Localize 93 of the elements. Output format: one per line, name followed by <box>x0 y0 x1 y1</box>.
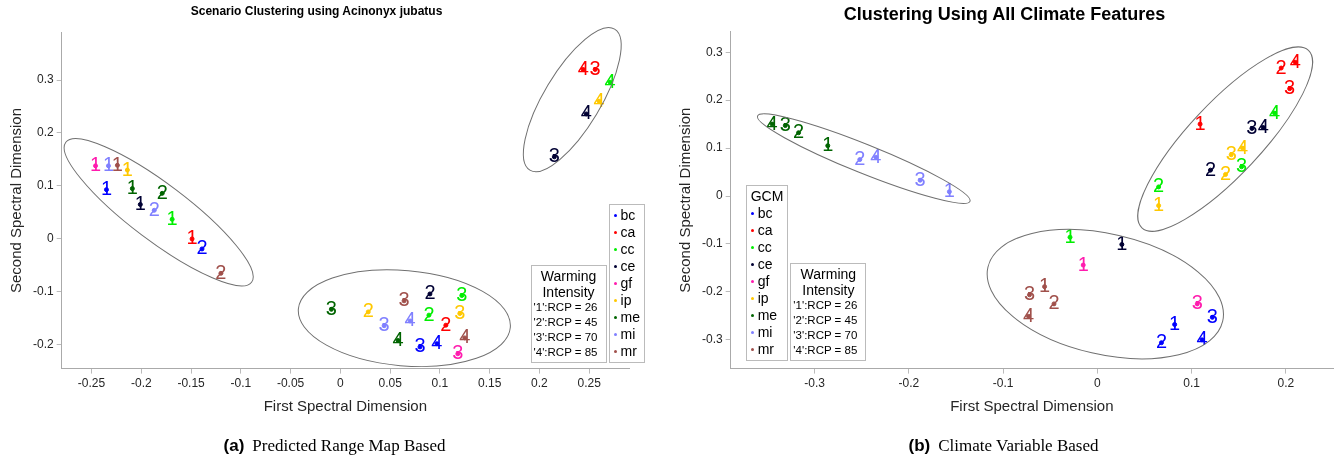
x-tick-label: 0.15 <box>477 376 502 391</box>
x-tick-label: -0.15 <box>177 376 206 391</box>
legend-label: mi <box>757 323 773 341</box>
annotation: '3':RCP = 70 <box>533 329 599 345</box>
x-axis-title: First Spectral Dimension <box>263 397 428 415</box>
annotation: 3 <box>1206 304 1218 327</box>
x-tick-label: 0.25 <box>577 376 602 391</box>
legend-label: gf <box>620 274 633 292</box>
x-tick-label: 0.1 <box>431 376 449 391</box>
annotation: 4 <box>577 56 589 79</box>
annotation: 4 <box>1196 327 1208 350</box>
y-tick-label: 0.1 <box>36 178 54 193</box>
annotation: '3':RCP = 70 <box>793 327 859 343</box>
annotation: 3 <box>378 313 390 336</box>
legend-label: ip <box>757 289 769 307</box>
x-tick-label: 0.2 <box>1277 376 1295 391</box>
annotation: Warming Intensity <box>539 267 598 300</box>
x-tick-label: 0.2 <box>531 376 549 391</box>
annotation: 4 <box>580 101 592 124</box>
x-axis-title: First Spectral Dimension <box>950 397 1114 415</box>
legend-label: cc <box>757 238 772 256</box>
annotation: 3 <box>398 288 410 311</box>
y-axis-title: Second Spectral Dimension <box>676 107 694 293</box>
annotation: 4 <box>604 69 616 92</box>
x-tick-label: -0.2 <box>898 376 920 391</box>
annotation: 4 <box>431 331 443 354</box>
annotation: '4':RCP = 85 <box>793 342 859 358</box>
x-tick-label: -0.1 <box>992 376 1014 391</box>
annotation: 3 <box>325 296 337 319</box>
y-tick-label: 0 <box>46 231 54 246</box>
y-tick-label: 0.3 <box>705 44 723 59</box>
x-tick-label: -0.3 <box>804 376 826 391</box>
annotation: 3 <box>452 341 464 364</box>
y-tick-label: -0.3 <box>701 332 723 347</box>
legend-label: me <box>620 308 640 326</box>
annotation: 4 <box>1022 303 1035 326</box>
x-tick-label: 0 <box>1094 376 1102 391</box>
x-tick-label: -0.1 <box>230 376 252 391</box>
annotation: 3 <box>1225 142 1237 165</box>
y-axis-title: Second Spectral Dimension <box>7 107 25 294</box>
annotation: '1':RCP = 26 <box>533 300 599 315</box>
y-tick-label: -0.2 <box>701 284 723 299</box>
chart-title: Clustering Using All Climate Features <box>843 3 1166 24</box>
legend-label: ip <box>620 291 632 309</box>
y-tick-label: 0.1 <box>705 140 723 155</box>
annotation: 3 <box>1023 282 1036 305</box>
legend-label: ce <box>620 257 636 275</box>
x-tick-label: 0.1 <box>1183 376 1201 391</box>
annotation: Warming Intensity <box>799 265 858 298</box>
annotation: '4':RCP = 85 <box>533 344 599 360</box>
legend-label: ca <box>620 223 636 241</box>
annotation: 3 <box>1284 76 1296 99</box>
x-tick-label: -0.25 <box>77 376 106 391</box>
y-tick-label: -0.1 <box>701 236 723 251</box>
y-tick-label: 0 <box>715 188 723 203</box>
x-tick-label: -0.05 <box>276 376 305 391</box>
text: (b) Climate Variable Based <box>908 436 1099 455</box>
annotation: '2':RCP = 45 <box>793 312 859 328</box>
annotation: '2':RCP = 45 <box>533 314 599 330</box>
annotation: 3 <box>414 334 426 357</box>
legend-label: cc <box>620 240 635 258</box>
annotation: 3 <box>589 56 601 79</box>
annotation: 4 <box>593 88 605 111</box>
legend-title: GCM <box>750 187 784 205</box>
annotation: 4 <box>392 328 404 351</box>
x-tick-label: 0.05 <box>378 376 403 391</box>
x-tick-label: 0 <box>337 376 345 391</box>
annotation: 4 <box>870 144 882 167</box>
y-tick-label: -0.2 <box>32 337 54 352</box>
legend-label: ce <box>757 255 773 273</box>
legend-label: bc <box>757 204 773 222</box>
legend-label: mr <box>620 342 637 360</box>
y-tick-label: 0.3 <box>36 72 54 87</box>
y-tick-label: -0.1 <box>32 284 54 299</box>
annotation: 4 <box>1289 49 1301 72</box>
legend-label: mi <box>620 325 636 343</box>
x-tick-label: -0.2 <box>130 376 152 391</box>
legend-label: ca <box>757 221 773 239</box>
legend-label: mr <box>757 340 774 358</box>
y-tick-label: 0.2 <box>36 125 54 140</box>
annotation: 4 <box>1257 114 1269 137</box>
annotation: 3 <box>1246 115 1258 138</box>
chart-title: Scenario Clustering using Acinonyx jubatus <box>190 3 443 18</box>
annotation: '1':RCP = 26 <box>793 298 859 313</box>
legend-label: me <box>757 306 778 324</box>
annotation: 3 <box>1191 291 1203 314</box>
annotation: 4 <box>1269 100 1281 123</box>
text: (a) Predicted Range Map Based <box>223 436 446 455</box>
annotation: 4 <box>766 111 778 134</box>
y-tick-label: 0.2 <box>705 92 723 107</box>
annotation: 3 <box>548 144 560 167</box>
legend-label: bc <box>620 206 636 224</box>
legend-label: gf <box>757 272 770 290</box>
